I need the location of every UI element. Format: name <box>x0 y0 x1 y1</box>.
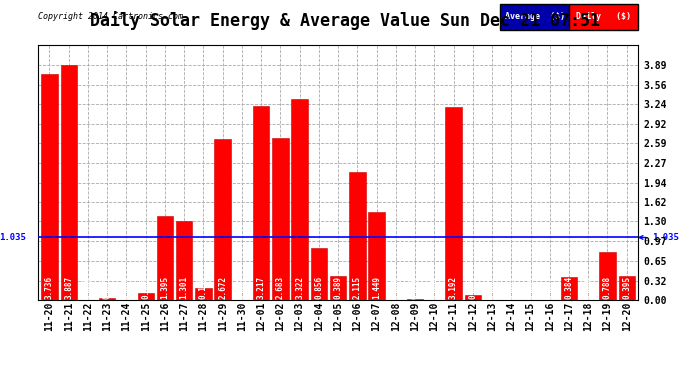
Text: Daily Solar Energy & Average Value Sun Dec 21 07:51: Daily Solar Energy & Average Value Sun D… <box>90 11 600 30</box>
Text: 0.001: 0.001 <box>506 276 515 299</box>
Bar <box>215 138 231 300</box>
Text: 1.035: 1.035 <box>0 233 26 242</box>
Text: 2.683: 2.683 <box>276 276 285 299</box>
Bar <box>176 221 193 300</box>
Bar <box>445 107 462 300</box>
Text: 0.007: 0.007 <box>545 276 554 299</box>
Bar <box>253 106 269 300</box>
Bar <box>618 276 635 300</box>
Bar <box>291 99 308 300</box>
Text: 0.000: 0.000 <box>122 276 131 299</box>
Bar <box>368 213 385 300</box>
Text: Average  ($): Average ($) <box>504 12 564 21</box>
Bar <box>195 288 212 300</box>
Bar <box>137 292 154 300</box>
Text: 0.856: 0.856 <box>315 276 324 299</box>
Bar <box>561 277 577 300</box>
Bar <box>41 74 58 300</box>
Text: Daily   ($): Daily ($) <box>576 12 631 21</box>
Text: 0.027: 0.027 <box>103 276 112 299</box>
Text: 0.081: 0.081 <box>469 276 477 299</box>
Text: 0.788: 0.788 <box>603 276 612 299</box>
Bar <box>99 298 115 300</box>
Text: 1.449: 1.449 <box>372 276 381 299</box>
Text: 3.217: 3.217 <box>257 276 266 299</box>
Text: 1.395: 1.395 <box>161 276 170 299</box>
Bar <box>407 299 423 300</box>
Text: 0.389: 0.389 <box>333 276 343 299</box>
Bar <box>310 248 327 300</box>
FancyBboxPatch shape <box>500 4 569 30</box>
Text: 0.198: 0.198 <box>199 276 208 299</box>
Text: 0.010: 0.010 <box>411 276 420 299</box>
Bar <box>600 252 615 300</box>
Text: 0.122: 0.122 <box>141 276 150 299</box>
Text: 1.035: 1.035 <box>640 233 678 242</box>
Bar <box>349 172 366 300</box>
Text: 2.672: 2.672 <box>218 276 227 299</box>
Text: 0.000: 0.000 <box>584 276 593 299</box>
Text: 0.384: 0.384 <box>564 276 573 299</box>
Text: 1.301: 1.301 <box>179 276 188 299</box>
Text: 0.000: 0.000 <box>430 276 439 299</box>
Text: 0.002: 0.002 <box>488 276 497 299</box>
Text: 0.395: 0.395 <box>622 276 631 299</box>
Bar <box>157 216 173 300</box>
Text: 3.322: 3.322 <box>295 276 304 299</box>
Bar <box>464 295 481 300</box>
Bar <box>272 138 288 300</box>
Text: 0.000: 0.000 <box>83 276 92 299</box>
Text: 2.115: 2.115 <box>353 276 362 299</box>
Text: 3.887: 3.887 <box>64 276 73 299</box>
Text: 0.007: 0.007 <box>237 276 246 299</box>
FancyBboxPatch shape <box>569 4 638 30</box>
Text: 3.736: 3.736 <box>45 276 54 299</box>
Text: 0.000: 0.000 <box>391 276 400 299</box>
Text: 0.004: 0.004 <box>526 276 535 299</box>
Text: 3.192: 3.192 <box>449 276 458 299</box>
Bar <box>330 276 346 300</box>
Text: Copyright 2014 Cartronics.com: Copyright 2014 Cartronics.com <box>38 12 183 21</box>
Bar <box>61 65 77 300</box>
